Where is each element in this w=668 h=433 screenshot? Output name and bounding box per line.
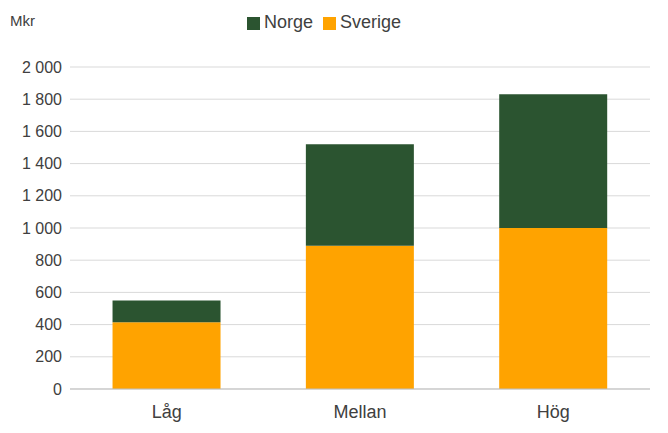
- html-text:Sverige: Sverige: [340, 12, 401, 32]
- svg-text:1 800: 1 800: [22, 91, 62, 108]
- html-text:Mkr: Mkr: [10, 12, 35, 29]
- svg-text:Mellan: Mellan: [333, 402, 386, 422]
- svg-text:400: 400: [35, 316, 62, 333]
- svg-text:200: 200: [35, 348, 62, 365]
- svg-text:0: 0: [53, 381, 62, 398]
- svg-text:Hög: Hög: [537, 402, 570, 422]
- svg-text:Låg: Låg: [152, 402, 182, 422]
- svg-text:1 200: 1 200: [22, 187, 62, 204]
- svg-text:800: 800: [35, 252, 62, 269]
- svg-text:600: 600: [35, 284, 62, 301]
- svg-text:1 000: 1 000: [22, 220, 62, 237]
- html-text:Norge: Norge: [264, 12, 313, 32]
- svg-text:2 000: 2 000: [22, 59, 62, 76]
- svg-text:1 400: 1 400: [22, 155, 62, 172]
- svg-text:1 600: 1 600: [22, 123, 62, 140]
